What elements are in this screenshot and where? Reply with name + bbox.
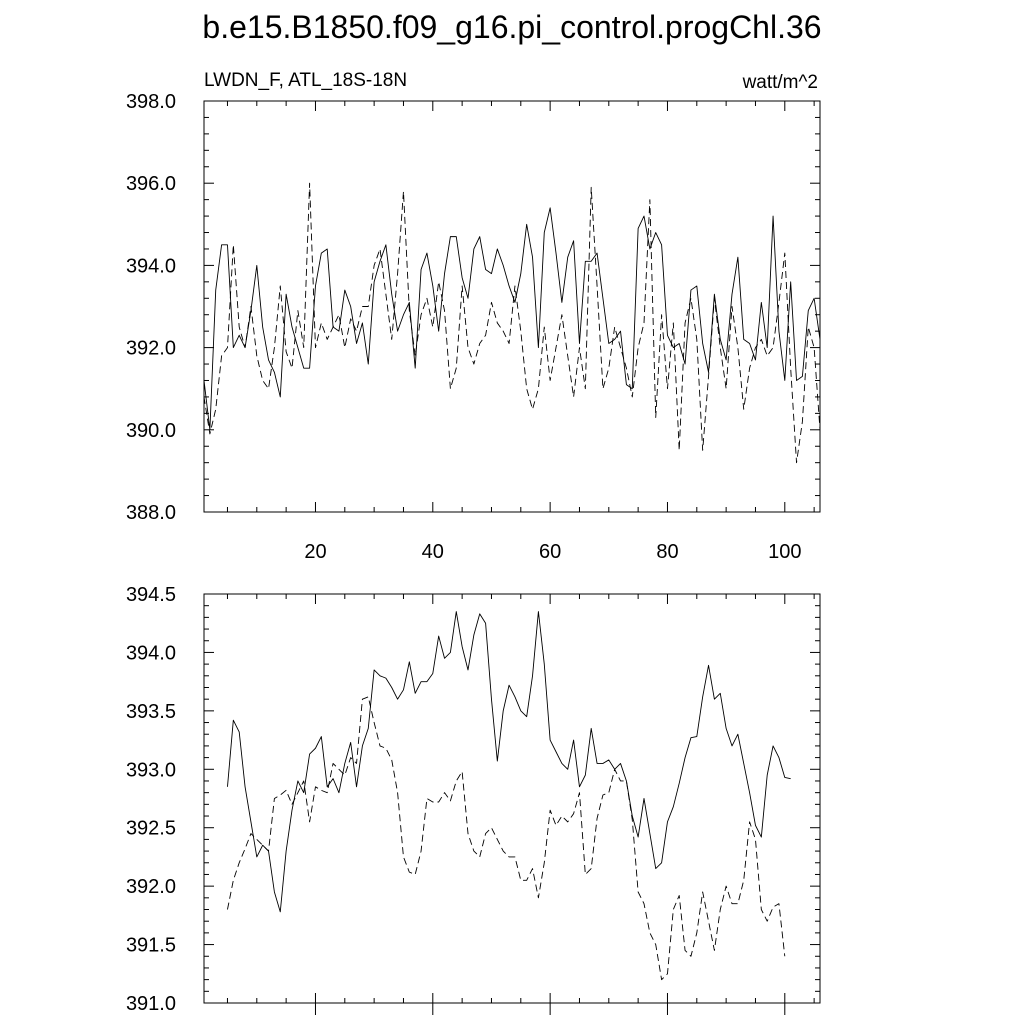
top-x-tick-label: 60 [539,541,561,563]
top-y-tick-label: 390.0 [126,420,176,442]
top-y-tick-label: 392.0 [126,338,176,360]
bottom-y-tick-label: 391.5 [126,935,176,957]
bottom-series-dashed-line [227,696,786,981]
bottom-y-tick-label: 394.0 [126,642,176,664]
top-y-tick-label: 388.0 [126,502,176,524]
bottom-y-tick-label: 392.5 [126,818,176,840]
top-x-tick-label: 100 [768,541,801,563]
bottom-y-tick-label: 392.0 [126,876,176,898]
top-x-tick-label: 80 [656,541,678,563]
top-y-tick-label: 396.0 [126,173,176,195]
top-x-tick-label: 20 [304,541,326,563]
bottom-y-tick-label: 393.5 [126,701,176,723]
top-panel: 20 40 60 80 100 388.0 390.0 392.0 394.0 396.0 398.… [126,91,821,563]
subtitle-units: watt/m^2 [742,72,818,93]
bottom-y-tick-label: 393.0 [126,759,176,781]
bottom-y-tick-label: 391.0 [126,993,176,1015]
bottom-series-solid-line [227,611,791,913]
figure-title: b.e15.B1850.f09_g16.pi_control.progChl.3… [202,9,821,45]
top-plot-frame [203,100,821,513]
top-series-solid-line [203,207,821,431]
bottom-panel: 391.0 391.5 392.0 392.5 393.0 393.5 394.0 394.5 [126,584,821,1015]
top-y-tick-label: 398.0 [126,91,176,113]
subtitle-variable-region: LWDN_F, ATL_18S-18N [204,70,407,91]
bottom-plot-frame [203,593,821,1004]
top-x-tick-label: 40 [422,541,444,563]
bottom-y-tick-label: 394.5 [126,584,176,606]
top-series-dashed-line [203,182,821,464]
top-y-tick-label: 394.0 [126,255,176,277]
